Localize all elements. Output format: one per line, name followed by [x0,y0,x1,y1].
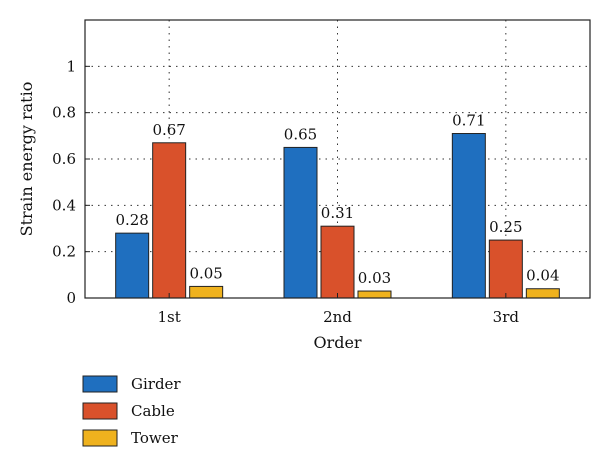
bar-cable-2nd [320,225,355,299]
legend-label-cable: Cable [131,402,175,420]
data-label: 0.71 [452,112,485,130]
data-label: 0.03 [358,269,391,287]
y-axis-title: Strain energy ratio [17,82,36,237]
x-axis-title: Order [313,333,361,352]
data-label: 0.31 [321,204,354,222]
grid-lines [85,20,590,298]
legend: Girder Cable Tower [82,375,181,447]
data-label: 0.05 [189,264,222,282]
bar-tower-2nd [357,290,392,299]
legend-label-girder: Girder [131,375,181,393]
x-tick-label: 2nd [323,308,352,326]
legend-swatch-cable [82,402,118,420]
y-tick-label: 0.8 [52,104,76,122]
data-label: 0.25 [489,218,522,236]
legend-swatch-girder [82,375,118,393]
bar-tower-1st [189,285,224,299]
y-axis-ticks: 0 0.2 0.4 0.6 0.8 1 [52,57,90,307]
bar-girder-2nd [283,146,318,299]
bar-girder-1st [115,232,150,299]
x-tick-label: 1st [158,308,181,326]
data-labels: 0.28 0.67 0.05 0.65 0.31 0.03 0.71 0.25 0.04 [115,112,559,288]
y-tick-label: 0.2 [52,243,76,261]
bar-girder-3rd [451,133,486,299]
x-tick-label: 3rd [493,308,520,326]
x-axis-ticks: 1st 2nd 3rd [158,293,520,326]
bars [115,133,560,299]
y-tick-label: 0 [66,289,76,307]
data-label: 0.65 [284,125,317,143]
y-tick-label: 1 [66,57,76,75]
data-label: 0.67 [152,121,185,139]
bar-tower-3rd [525,288,560,299]
legend-swatch-tower [82,429,118,447]
bar-cable-1st [152,142,187,299]
bar-cable-3rd [488,239,523,299]
y-tick-label: 0.4 [52,196,76,214]
data-label: 0.28 [115,211,148,229]
data-label: 0.04 [526,267,559,285]
y-tick-label: 0.6 [52,150,76,168]
legend-label-tower: Tower [131,429,179,447]
